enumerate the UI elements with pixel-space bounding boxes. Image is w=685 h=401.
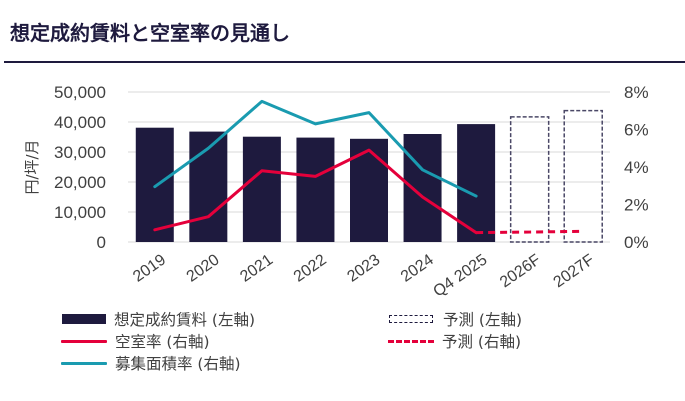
y-tick-label-left: 0 xyxy=(97,233,106,252)
legend-swatch-dashed-line xyxy=(388,339,434,343)
y-axis-right: 0% 2% 4% 6% 8% xyxy=(624,83,649,252)
legend-item-vacancy: 空室率 (右軸) xyxy=(61,331,210,351)
bar xyxy=(296,137,335,242)
legend-item-forecast-left: 予測 (左軸) xyxy=(389,309,522,329)
y-tick-label-right: 2% xyxy=(624,196,649,215)
y-tick-label-left: 40,000 xyxy=(54,113,106,132)
bar xyxy=(457,124,496,242)
y-tick-label-right: 4% xyxy=(624,158,649,177)
legend-label: 想定成約賃料 (左軸) xyxy=(114,311,256,329)
y-tick-label-left: 20,000 xyxy=(54,173,106,192)
y-tick-label-right: 6% xyxy=(624,121,649,140)
legend-item-forecast-right: 予測 (右軸) xyxy=(388,331,521,351)
x-tick-label: 2020 xyxy=(184,251,223,285)
y-tick-label-right: 8% xyxy=(624,83,649,102)
legend-swatch-bar xyxy=(62,314,106,324)
bar xyxy=(403,134,442,242)
availability-rate-line xyxy=(153,99,478,198)
x-tick-label: 2027F xyxy=(551,251,598,291)
legend-swatch-line xyxy=(61,361,107,365)
x-tick-label: Q4 2025 xyxy=(430,251,490,300)
x-tick-label: 2023 xyxy=(344,251,383,285)
title-divider xyxy=(4,61,685,63)
legend-item-availability: 募集面積率 (右軸) xyxy=(61,353,241,373)
legend-label: 募集面積率 (右軸) xyxy=(115,355,241,373)
chart-title: 想定成約賃料と空室率の見通し xyxy=(10,21,290,45)
x-tick-label: 2019 xyxy=(130,251,169,285)
y-tick-label-right: 0% xyxy=(624,233,649,252)
legend-label: 予測 (右軸) xyxy=(442,333,522,351)
lines xyxy=(153,99,584,235)
forecast-bar xyxy=(509,116,550,243)
bars xyxy=(135,109,603,243)
x-tick-label: 2021 xyxy=(237,251,276,285)
y-axis-left: 0 10,000 20,000 30,000 40,000 50,000 xyxy=(54,83,106,252)
y-axis-label: 円/坪/月 xyxy=(23,139,41,194)
bar xyxy=(242,136,281,242)
legend-label: 空室率 (右軸) xyxy=(115,333,210,351)
legend-label: 予測 (左軸) xyxy=(443,311,523,329)
forecast-bar xyxy=(563,109,603,243)
legend-swatch-line xyxy=(61,339,107,343)
x-tick-label: 2024 xyxy=(398,251,437,285)
vacancy-forecast-line xyxy=(476,229,584,235)
legend-item-rent: 想定成約賃料 (左軸) xyxy=(62,309,255,329)
legend-swatch-dashed-box xyxy=(389,315,433,323)
x-tick-label: 2022 xyxy=(291,251,330,285)
bar xyxy=(350,138,388,242)
x-tick-label: 2026F xyxy=(497,251,544,291)
y-tick-label-left: 10,000 xyxy=(54,203,106,222)
vacancy-rate-line xyxy=(153,148,478,235)
y-tick-label-left: 50,000 xyxy=(54,83,106,102)
y-tick-label-left: 30,000 xyxy=(54,143,106,162)
